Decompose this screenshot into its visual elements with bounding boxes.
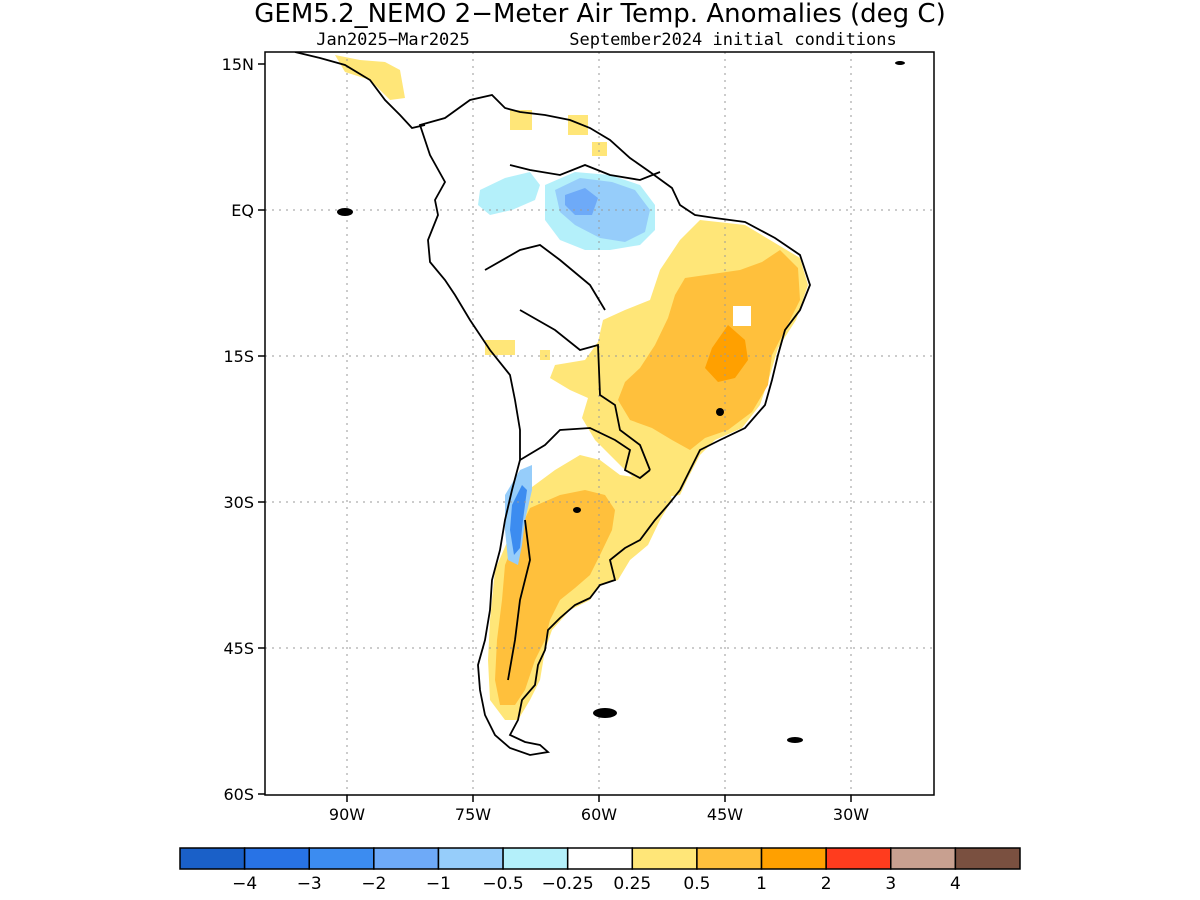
falkland-islands bbox=[593, 708, 617, 718]
colorbar-swatch bbox=[825, 847, 892, 870]
colorbar-swatch bbox=[566, 847, 634, 870]
lon-label: 75W bbox=[455, 805, 491, 824]
colorbar-swatch bbox=[308, 847, 375, 870]
colorbar-swatch bbox=[954, 847, 1021, 870]
lon-label: 30W bbox=[833, 805, 869, 824]
colorbar-label: −1 bbox=[426, 874, 451, 894]
warm-patch-central-america bbox=[335, 55, 405, 100]
caribbean-islet bbox=[895, 61, 905, 65]
lon-label: 90W bbox=[329, 805, 365, 824]
colorbar-swatch bbox=[243, 847, 310, 870]
colorbar-label: 0.5 bbox=[683, 874, 710, 894]
south-georgia bbox=[787, 737, 803, 743]
lon-label: 45W bbox=[707, 805, 743, 824]
lat-label: 60S bbox=[223, 785, 254, 804]
coastlines bbox=[294, 52, 811, 756]
warm-region-argentina bbox=[495, 490, 615, 705]
colorbar: −4 −3 −2 −1 −0.5 −0.25 0.25 0.5 1 2 3 4 bbox=[179, 847, 1021, 894]
colorbar-swatch bbox=[696, 847, 763, 870]
map-title: GEM5.2_NEMO 2−Meter Air Temp. Anomalies … bbox=[254, 0, 945, 29]
lon-label: 60W bbox=[581, 805, 617, 824]
border-argentina bbox=[507, 427, 651, 681]
warm-patch-peru bbox=[485, 340, 515, 355]
colorbar-label: 3 bbox=[885, 874, 896, 894]
islands bbox=[337, 61, 905, 743]
forecast-period: Jan2025−Mar2025 bbox=[316, 30, 470, 50]
colorbar-swatch bbox=[890, 847, 957, 870]
reservoir-marker bbox=[716, 408, 724, 416]
lat-tick-marks bbox=[258, 63, 265, 795]
galapagos-islands bbox=[337, 208, 353, 216]
colorbar-swatch bbox=[179, 847, 246, 870]
warm-patch-venezuela bbox=[510, 110, 532, 130]
warm-patch-bolivia bbox=[540, 350, 550, 360]
lat-label: 15N bbox=[222, 55, 254, 74]
warm-core bbox=[705, 325, 748, 382]
map-area bbox=[265, 52, 934, 795]
colorbar-label: −2 bbox=[361, 874, 386, 894]
lon-tick-labels: 90W 75W 60W 45W 30W bbox=[329, 805, 869, 824]
colorbar-swatch bbox=[760, 847, 827, 870]
colorbar-label: 0.25 bbox=[613, 874, 651, 894]
colorbar-label: −3 bbox=[297, 874, 322, 894]
colorbar-swatch bbox=[502, 847, 569, 870]
coastline-south-america bbox=[418, 94, 811, 756]
colorbar-label: 4 bbox=[950, 874, 961, 894]
lat-tick-labels: 15N EQ 15S 30S 45S 60S bbox=[222, 55, 254, 804]
lat-label: EQ bbox=[231, 201, 254, 220]
warm-patch-suriname bbox=[592, 142, 607, 156]
colorbar-label: 2 bbox=[821, 874, 832, 894]
colorbar-label: −0.5 bbox=[482, 874, 523, 894]
anomaly-shading bbox=[335, 55, 808, 720]
cool-region-andes bbox=[510, 485, 527, 555]
coastline-central-america bbox=[294, 52, 426, 129]
cool-region-amazon-core bbox=[565, 188, 598, 215]
colorbar-swatch bbox=[437, 847, 504, 870]
lat-label: 45S bbox=[223, 639, 254, 658]
lake-marker bbox=[573, 507, 581, 513]
warm-patch-guyana bbox=[568, 115, 588, 135]
warm-region-brazil-strong bbox=[618, 250, 800, 450]
colorbar-label: 1 bbox=[756, 874, 767, 894]
colorbar-swatch bbox=[631, 847, 698, 870]
neutral-patch bbox=[733, 306, 751, 326]
cool-region-colombia bbox=[478, 172, 540, 215]
colorbar-label: −4 bbox=[232, 874, 257, 894]
colorbar-swatch bbox=[373, 847, 440, 870]
lon-tick-marks bbox=[346, 795, 852, 802]
graticule bbox=[265, 52, 934, 795]
border-brazil bbox=[484, 164, 661, 471]
initial-conditions: September2024 initial conditions bbox=[569, 30, 897, 50]
lat-label: 30S bbox=[223, 493, 254, 512]
lat-label: 15S bbox=[223, 347, 254, 366]
colorbar-label: −0.25 bbox=[542, 874, 594, 894]
